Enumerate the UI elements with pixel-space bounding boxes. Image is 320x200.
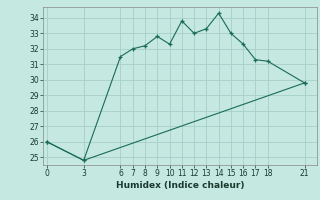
- X-axis label: Humidex (Indice chaleur): Humidex (Indice chaleur): [116, 181, 244, 190]
